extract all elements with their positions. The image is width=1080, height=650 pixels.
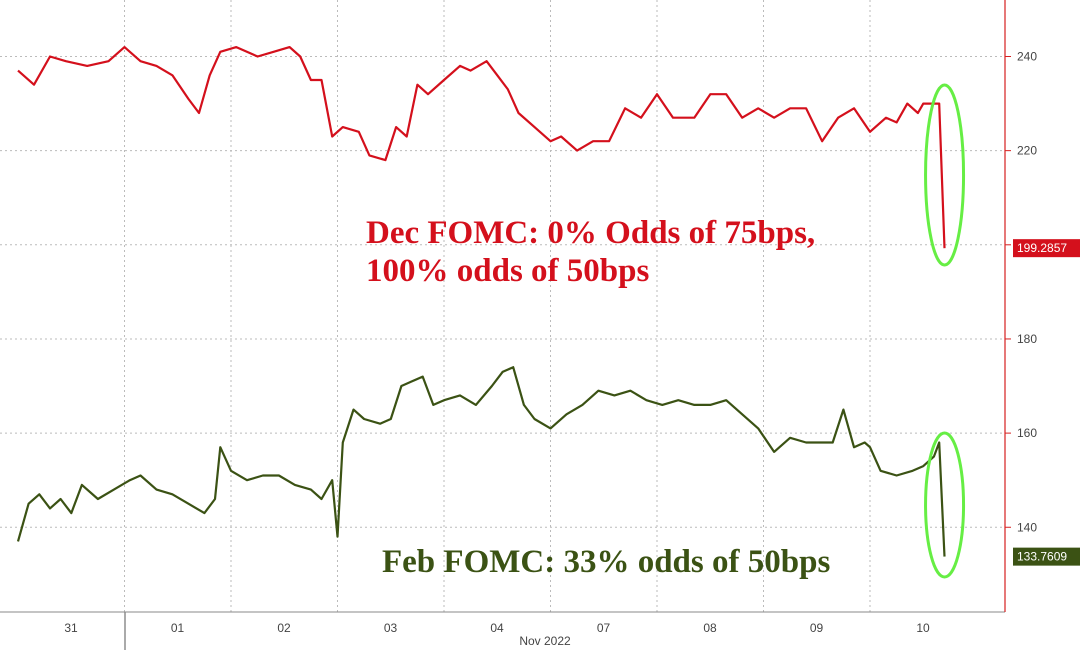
annotation-text: Feb FOMC: 33% odds of 50bps xyxy=(382,544,830,580)
last-value-badge xyxy=(1013,239,1080,258)
x-tick-label: 10 xyxy=(916,621,930,635)
highlight-ellipse-green xyxy=(924,431,966,579)
highlight-ellipses xyxy=(924,83,966,579)
x-tick-label: 07 xyxy=(597,621,611,635)
x-tick-label: 04 xyxy=(490,621,504,635)
grid xyxy=(0,0,1005,612)
x-tick-label: 31 xyxy=(64,621,78,635)
x-tick-label: 02 xyxy=(277,621,291,635)
series-lines xyxy=(16,46,946,557)
y-tick-label: 240 xyxy=(1017,49,1037,63)
annotation-text: 100% odds of 50bps xyxy=(366,253,649,289)
y-tick-label: 160 xyxy=(1017,426,1037,440)
axis: 310102030407080910140160180200220240 xyxy=(0,0,1037,650)
y-tick-label: 180 xyxy=(1017,332,1037,346)
x-tick-label: 01 xyxy=(171,621,185,635)
y-tick-label: 140 xyxy=(1017,520,1037,534)
x-tick-label: 09 xyxy=(810,621,824,635)
last-value-label: 133.7609 xyxy=(1017,550,1067,564)
annotation-text: Dec FOMC: 0% Odds of 75bps, xyxy=(366,215,815,251)
x-axis-label: Nov 2022 xyxy=(519,634,571,648)
x-tick-label: 08 xyxy=(703,621,717,635)
y-tick-label: 220 xyxy=(1017,144,1037,158)
series-line-0 xyxy=(17,46,946,249)
x-tick-label: 03 xyxy=(384,621,398,635)
last-value-badge xyxy=(1013,547,1080,566)
last-value-label: 199.2857 xyxy=(1017,241,1067,255)
highlight-ellipse-red xyxy=(924,83,966,267)
annotations: Dec FOMC: 0% Odds of 75bps,100% odds of … xyxy=(366,215,830,580)
last-value-badges: 199.2857 133.7609 xyxy=(1013,239,1080,566)
series-line-1 xyxy=(16,366,946,557)
